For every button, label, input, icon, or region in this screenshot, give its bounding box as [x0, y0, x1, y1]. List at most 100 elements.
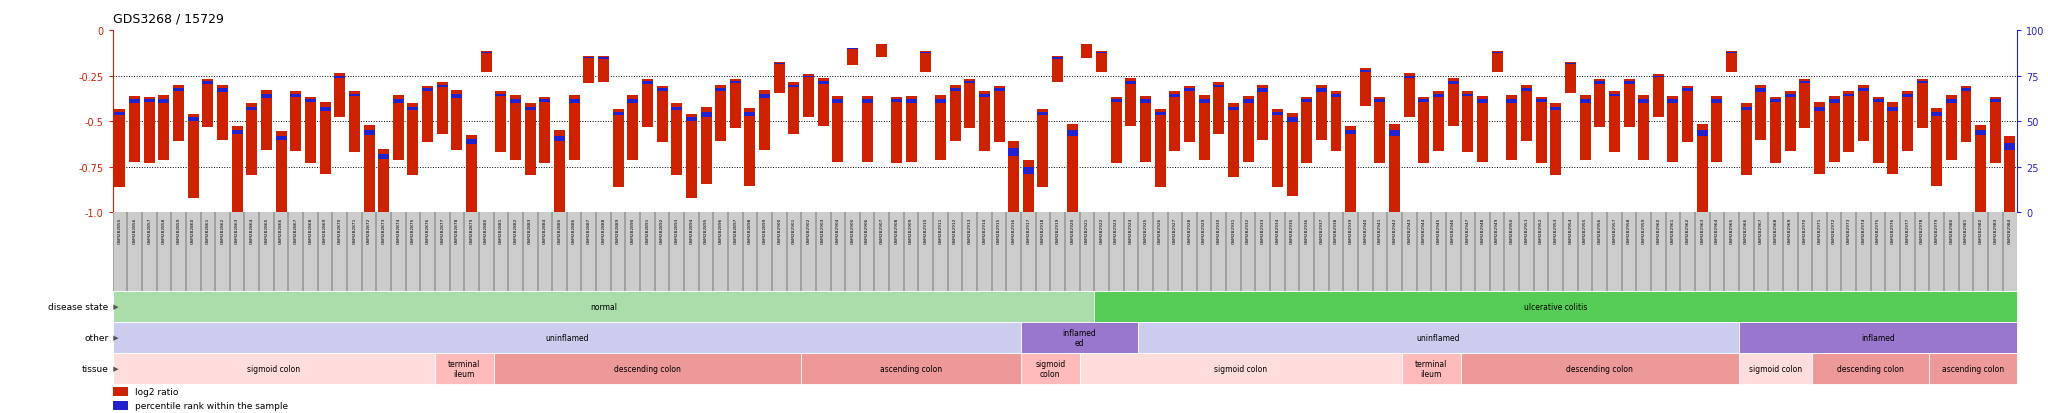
Text: GSM282903: GSM282903 [821, 216, 825, 243]
Bar [950, 89, 961, 92]
Text: GSM282894: GSM282894 [690, 216, 694, 243]
Bar [715, 86, 727, 142]
Bar [1741, 104, 1751, 176]
Bar [291, 95, 301, 98]
Text: descending colon: descending colon [1837, 364, 1905, 373]
Text: GSM282909: GSM282909 [909, 216, 913, 243]
Text: GSM282891: GSM282891 [645, 216, 649, 243]
Bar [276, 136, 287, 140]
Text: GSM282910: GSM282910 [924, 216, 928, 243]
Bar [422, 89, 432, 91]
Text: GSM282924: GSM282924 [1128, 216, 1133, 243]
Bar [1550, 104, 1561, 176]
Text: GSM282911: GSM282911 [938, 216, 942, 243]
Bar [920, 52, 932, 73]
Text: GSM282862: GSM282862 [221, 216, 225, 243]
Bar [1096, 53, 1108, 54]
Text: GDS3268 / 15729: GDS3268 / 15729 [113, 12, 223, 25]
Bar [1272, 113, 1282, 116]
Text: GSM282964: GSM282964 [1714, 216, 1718, 243]
Bar [1550, 107, 1561, 111]
Text: GSM282930: GSM282930 [1217, 216, 1221, 243]
Bar [612, 109, 623, 188]
Text: GSM282871: GSM282871 [352, 216, 356, 243]
Bar [1698, 131, 1708, 137]
Text: GSM282866: GSM282866 [279, 216, 283, 243]
Bar [2005, 144, 2015, 150]
Bar [1653, 75, 1663, 118]
Bar [1229, 107, 1239, 110]
Bar [467, 140, 477, 145]
Bar [729, 80, 741, 129]
Bar [467, 135, 477, 240]
Text: GSM282980: GSM282980 [1950, 216, 1954, 243]
Bar [1067, 125, 1077, 219]
Text: GSM282893: GSM282893 [674, 216, 678, 243]
Text: GSM282949: GSM282949 [1495, 216, 1499, 243]
Bar [408, 104, 418, 176]
Text: GSM282907: GSM282907 [881, 216, 885, 243]
Bar [612, 113, 623, 116]
Text: GSM282923: GSM282923 [1114, 216, 1118, 243]
Text: GSM282946: GSM282946 [1452, 216, 1456, 243]
Bar [1008, 149, 1020, 156]
Bar [1139, 322, 1739, 353]
Text: GSM282885: GSM282885 [557, 216, 561, 243]
Bar [1184, 87, 1194, 142]
Bar [510, 96, 520, 161]
Bar [524, 104, 537, 176]
Text: GSM282967: GSM282967 [1759, 216, 1763, 243]
Bar [1610, 92, 1620, 153]
Text: GSM282859: GSM282859 [176, 216, 180, 243]
Text: GSM282978: GSM282978 [1921, 216, 1923, 243]
Bar [627, 100, 639, 104]
Bar [817, 79, 829, 127]
Bar [700, 108, 711, 185]
Text: inflamed: inflamed [1862, 333, 1894, 342]
Text: GSM282947: GSM282947 [1466, 216, 1470, 243]
Bar [1462, 95, 1473, 97]
Text: GSM282892: GSM282892 [659, 216, 664, 243]
Bar [1229, 104, 1239, 178]
Text: GSM282977: GSM282977 [1905, 216, 1909, 243]
Text: GSM282865: GSM282865 [264, 216, 268, 243]
Text: ascending colon: ascending colon [881, 364, 942, 373]
Text: GSM282945: GSM282945 [1436, 216, 1440, 243]
Text: GSM282971: GSM282971 [1817, 216, 1821, 243]
Text: GSM282895: GSM282895 [705, 216, 709, 243]
Bar [1008, 142, 1020, 253]
Bar [1917, 82, 1927, 84]
Bar [539, 100, 551, 103]
Bar [1212, 83, 1225, 135]
Text: GSM282873: GSM282873 [381, 216, 385, 243]
Bar [305, 100, 315, 103]
Bar [1739, 353, 1812, 384]
Bar [1946, 100, 1956, 104]
Bar [1346, 131, 1356, 135]
Text: GSM282874: GSM282874 [397, 216, 399, 243]
Text: GSM282966: GSM282966 [1745, 216, 1749, 243]
Bar [481, 53, 492, 54]
Bar [1815, 103, 1825, 174]
Bar [657, 89, 668, 91]
Text: uninflamed: uninflamed [545, 333, 588, 342]
Bar [1286, 114, 1298, 197]
Text: GSM282961: GSM282961 [1671, 216, 1675, 243]
Bar [1331, 91, 1341, 152]
Bar [993, 89, 1004, 91]
Bar [1184, 89, 1194, 91]
Text: ascending colon: ascending colon [1942, 364, 2005, 373]
Text: GSM282934: GSM282934 [1276, 216, 1280, 243]
Text: sigmoid colon: sigmoid colon [1749, 364, 1802, 373]
Bar [745, 109, 756, 186]
Text: GSM282921: GSM282921 [1085, 216, 1090, 243]
Bar [1477, 97, 1489, 162]
Text: sigmoid
colon: sigmoid colon [1034, 359, 1065, 378]
Bar [1403, 74, 1415, 117]
Bar [1653, 76, 1663, 78]
Bar [1593, 82, 1606, 84]
Bar [188, 118, 199, 122]
Bar [672, 107, 682, 111]
Bar [627, 96, 639, 161]
Text: GSM282981: GSM282981 [1964, 216, 1968, 243]
